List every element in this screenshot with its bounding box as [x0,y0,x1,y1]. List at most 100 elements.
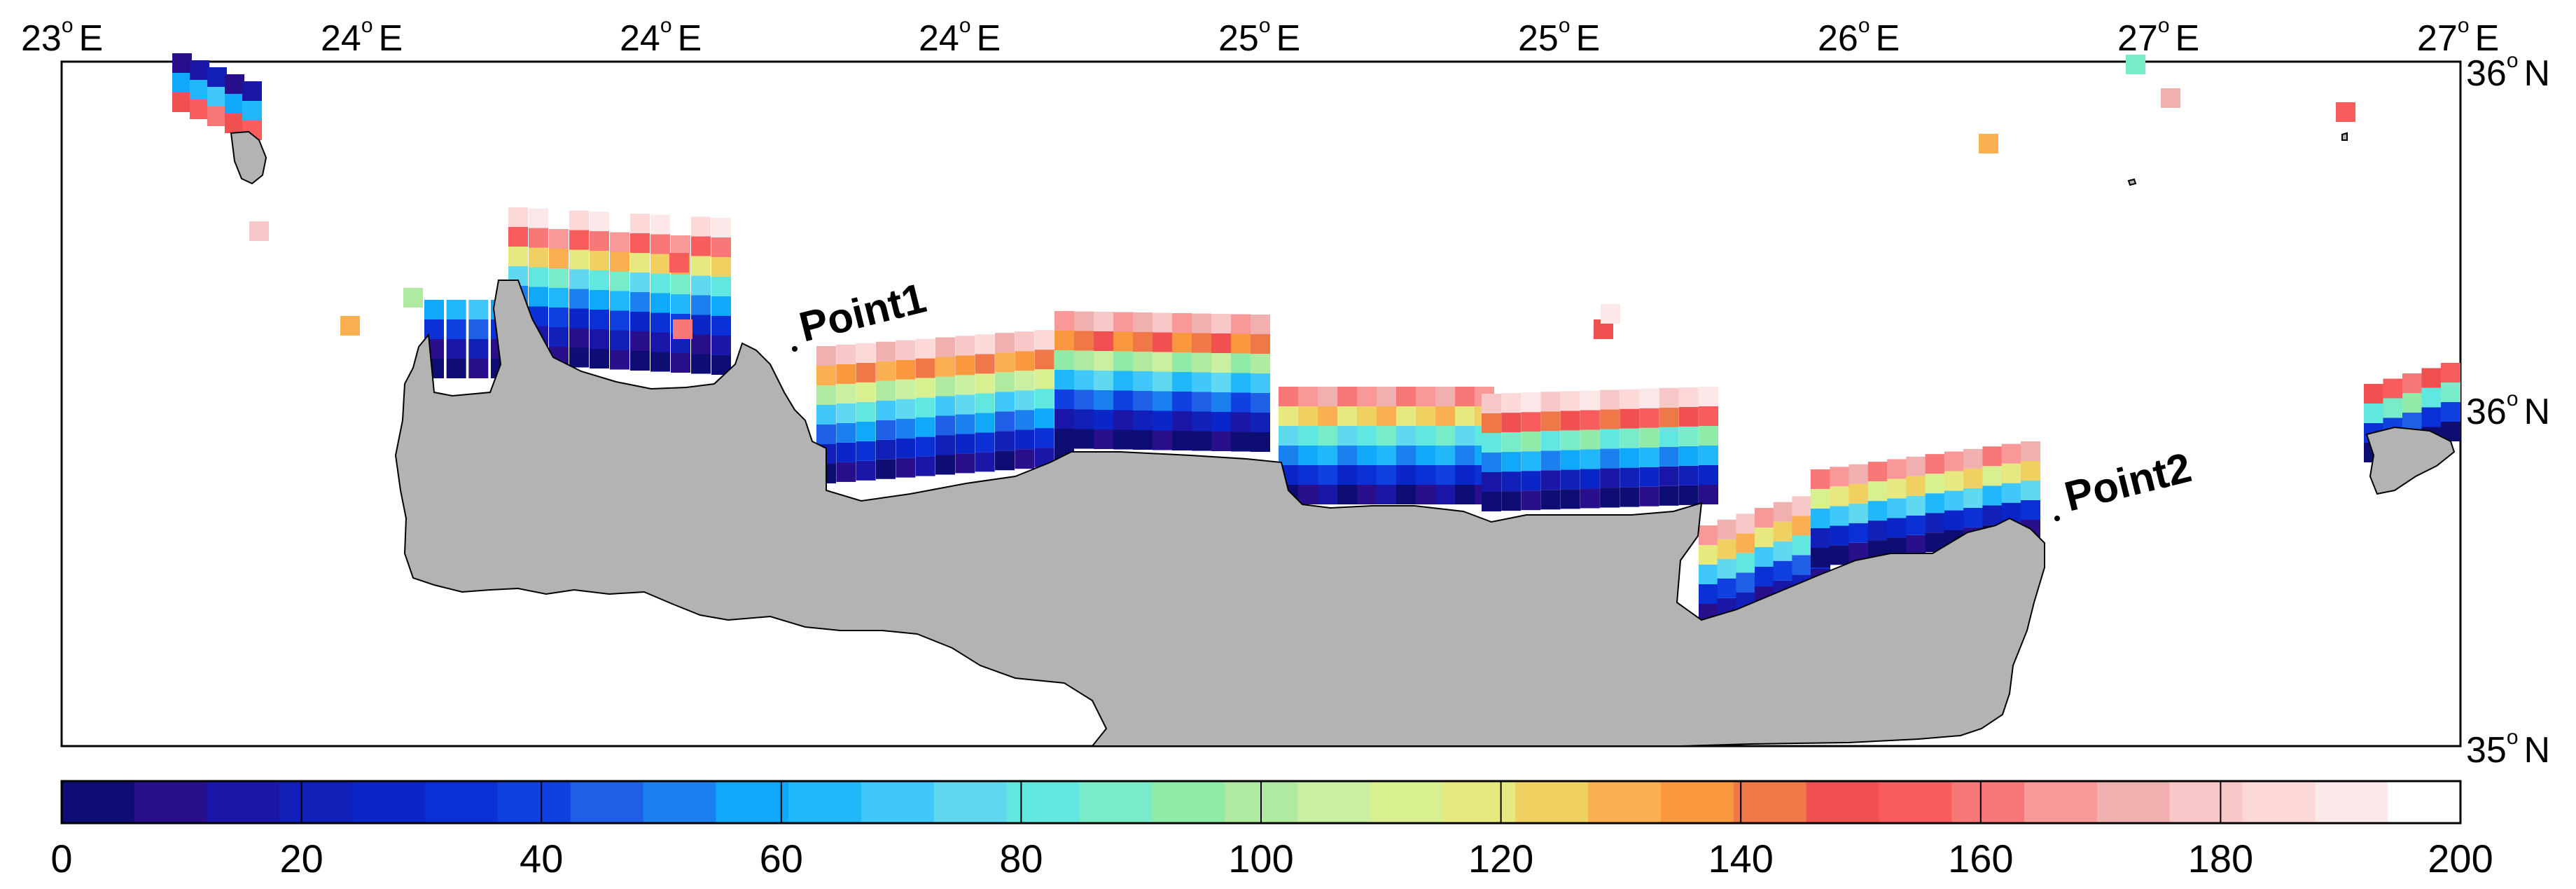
concentration-cell [955,355,975,375]
concentration-cell [1318,465,1337,485]
longitude-tick-label: 25o E [1218,14,1300,59]
concentration-cell [1906,515,1926,535]
concentration-cell [590,231,609,251]
concentration-cell [549,209,569,229]
concentration-cell [2383,398,2403,418]
concentration-cell [403,288,423,308]
concentration-cell [1678,485,1699,505]
longitude-tick-label: 25o E [1518,14,1600,59]
concentration-cell [207,87,227,106]
concentration-cell [955,414,975,434]
colorbar-swatch [134,781,208,823]
concentration-cell [569,308,589,329]
concentration-cell [650,234,670,254]
concentration-cell [508,227,528,247]
concentration-cell [446,359,466,378]
concentration-cell [1192,352,1211,373]
concentration-cell [1377,485,1396,504]
concentration-cell [1659,466,1679,486]
concentration-cell [1540,450,1561,471]
concentration-cell [1034,389,1054,409]
concentration-cell [1211,432,1231,451]
latitude-tick-label: 36o N [2466,387,2550,432]
concentration-cell [1830,525,1850,546]
concentration-cell [2421,368,2442,388]
concentration-cell [1659,485,1679,506]
concentration-cell [1172,313,1192,333]
concentration-cell [1639,427,1659,448]
concentration-cell [1906,535,1926,555]
concentration-cell [915,338,935,359]
concentration-cell [1396,485,1416,504]
concentration-cell [2402,393,2422,413]
concentration-cell [1717,539,1737,559]
concentration-cell [590,310,609,329]
concentration-cell [1600,409,1620,429]
concentration-cell [1034,428,1054,448]
concentration-cell [856,460,876,481]
concentration-cell [836,403,856,423]
concentration-cell [935,415,955,436]
concentration-cell [1830,486,1850,506]
concentration-cell [630,331,650,351]
concentration-cell [1717,519,1737,539]
concentration-cell [1318,426,1337,446]
concentration-cell [673,319,692,339]
concentration-cell [2021,481,2040,500]
concentration-cell [1600,448,1620,469]
concentration-cell [1482,433,1501,453]
concentration-cell [2402,373,2422,393]
concentration-cell [1580,449,1600,469]
concentration-cell [1963,448,1984,469]
concentration-cell [225,74,244,94]
concentration-cell [1521,412,1541,432]
colorbar-tick-label: 140 [1708,836,1773,881]
colorbar-swatch [933,781,1008,823]
colorbar-tick-label: 120 [1468,836,1533,881]
concentration-cell [691,334,711,354]
concentration-cell [1153,312,1172,333]
concentration-cell [1074,311,1094,331]
concentration-cell [2441,383,2460,402]
concentration-cell [816,405,836,425]
concentration-cell [1211,392,1231,412]
concentration-cell [1455,406,1475,426]
concentration-cell [1251,432,1270,452]
concentration-cell [468,300,489,319]
concentration-cell [995,372,1015,392]
concentration-cell [1830,545,1850,565]
concentration-cell [1153,411,1172,431]
point1-marker [792,346,798,352]
concentration-cell [590,251,609,270]
concentration-cell [1773,521,1793,542]
concentration-cell [1034,408,1054,429]
concentration-cell [1192,392,1211,412]
concentration-cell [1357,446,1377,465]
concentration-cell [1015,429,1035,450]
concentration-cell [1298,485,1318,504]
concentration-cell [1811,469,1830,489]
concentration-cell [1113,371,1133,391]
concentration-cell [172,73,192,92]
concentration-cell [2001,443,2021,464]
concentration-cell [1172,333,1192,352]
concentration-cell [1133,332,1153,352]
concentration-cell [529,208,548,228]
concentration-cell [1521,471,1541,491]
concentration-cell [691,275,711,296]
concentration-cell [1357,465,1377,485]
colorbar-swatch [1588,781,1662,823]
concentration-cell [1094,429,1113,449]
concentration-cell [1298,387,1318,406]
concentration-cell [1560,430,1580,450]
concentration-cell [1094,410,1113,429]
concentration-cell [1944,451,1964,471]
concentration-cell [1074,390,1094,410]
islet [2127,178,2137,186]
concentration-cell [2441,363,2460,383]
concentration-cell [1699,545,1718,565]
concentration-cell [650,332,670,352]
concentration-cell [955,434,975,454]
colorbar-tick-label: 200 [2428,836,2493,881]
concentration-cell [1015,449,1035,469]
